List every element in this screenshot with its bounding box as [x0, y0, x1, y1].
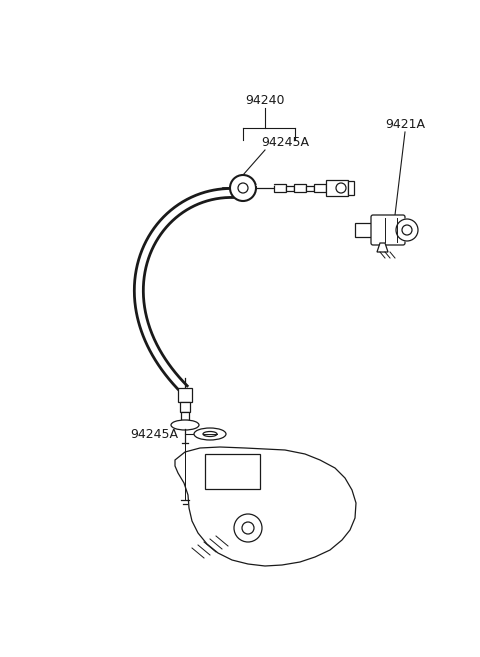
Bar [314, 184, 326, 192]
Bar [274, 184, 286, 192]
Bar [180, 402, 190, 412]
FancyBboxPatch shape [371, 215, 405, 245]
Bar [205, 454, 260, 489]
Bar [178, 388, 192, 402]
Text: 94240: 94240 [245, 93, 285, 106]
Bar [326, 180, 348, 196]
Bar [181, 412, 189, 420]
Text: 94245A: 94245A [261, 137, 309, 150]
Circle shape [396, 219, 418, 241]
Bar [348, 181, 354, 195]
Bar [355, 223, 373, 237]
Text: 94245A: 94245A [130, 428, 178, 440]
Circle shape [230, 175, 256, 201]
Bar [286, 185, 294, 191]
Bar [306, 185, 314, 191]
Ellipse shape [171, 420, 199, 430]
Bar [294, 184, 306, 192]
Text: 9421A: 9421A [385, 118, 425, 131]
Ellipse shape [203, 432, 217, 436]
Ellipse shape [194, 428, 226, 440]
Polygon shape [377, 243, 388, 252]
Polygon shape [175, 447, 356, 566]
